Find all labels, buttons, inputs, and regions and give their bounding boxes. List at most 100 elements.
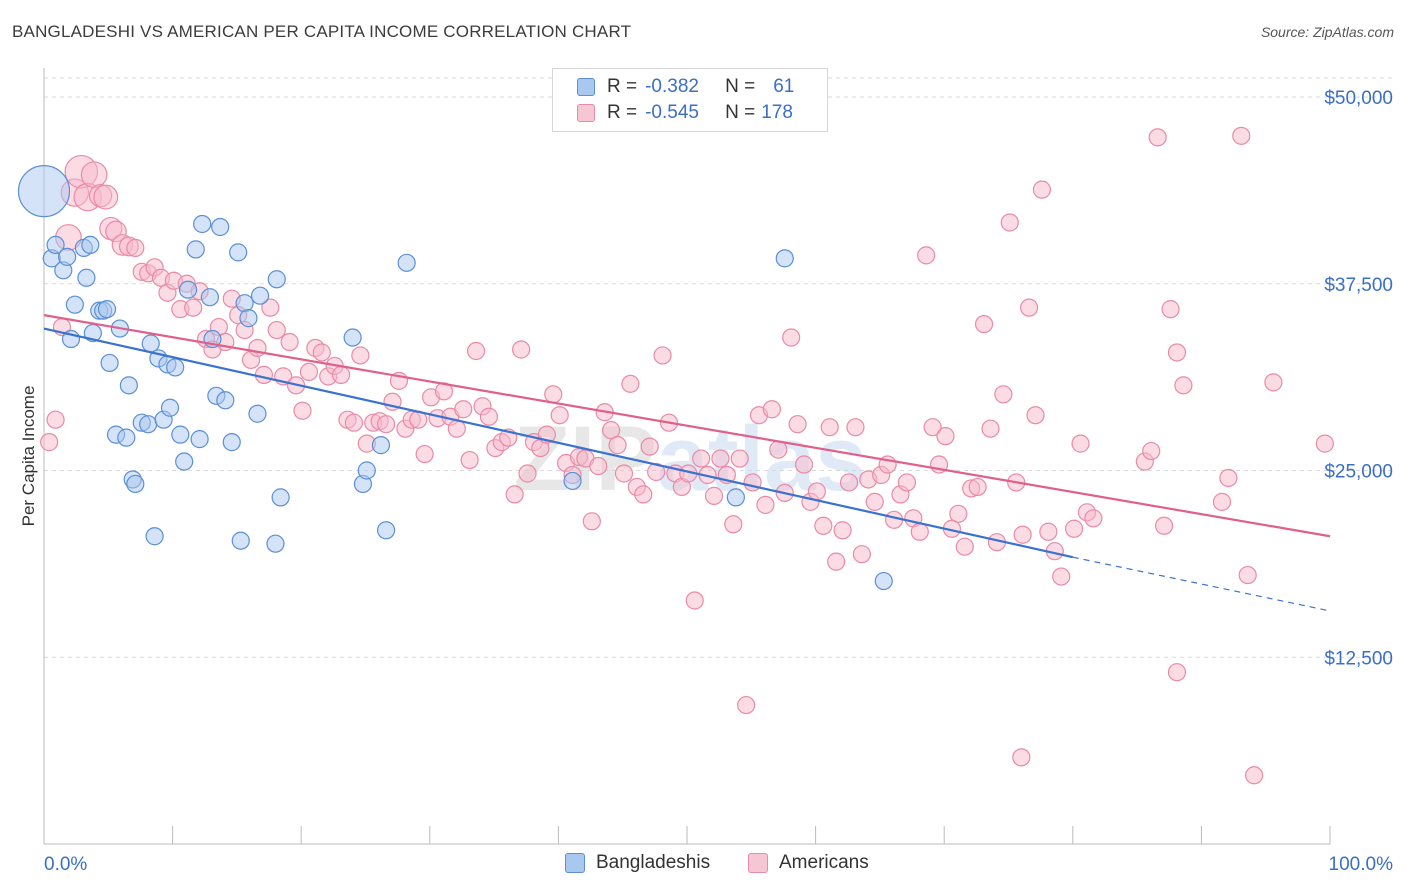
american-point [1238, 565, 1257, 585]
bangladeshi-point [141, 334, 160, 353]
bangladeshis-points [17, 165, 893, 591]
bangladeshi-point [77, 268, 96, 287]
american-point [839, 473, 859, 492]
american-point [261, 298, 280, 317]
american-point [846, 418, 865, 437]
bangladeshi-point [343, 328, 362, 347]
american-point [254, 365, 274, 384]
american-point [184, 298, 203, 317]
american-point [267, 320, 286, 340]
american-point [1013, 525, 1032, 544]
bangladeshi-point [775, 249, 794, 268]
american-point [331, 365, 351, 384]
bangladeshi-point [117, 428, 136, 447]
legend-n-value: 61 [773, 76, 795, 97]
bangladeshi-point [229, 243, 248, 262]
bangladeshi-point [271, 488, 290, 507]
bangladeshis-trend-extension [1072, 556, 1331, 612]
legend-label-bangladeshis: Bangladeshis [596, 852, 711, 873]
legend-n-label: N = [725, 102, 756, 123]
american-point [1071, 434, 1090, 453]
legend-row-bangladeshis: R = -0.382 N = 61 [553, 74, 794, 100]
american-point [865, 492, 884, 511]
bangladeshi-point [193, 214, 212, 234]
y-tick-label: $37,500 [1324, 275, 1393, 296]
bangladeshi-point [100, 353, 119, 373]
american-point [608, 436, 627, 455]
american-point [1167, 663, 1187, 682]
american-point [852, 545, 871, 564]
american-point [460, 450, 479, 470]
american-point [602, 421, 621, 440]
american-point [1167, 343, 1187, 362]
american-point [351, 346, 370, 365]
bangladeshi-point [17, 165, 71, 218]
bangladeshi-point [190, 430, 209, 449]
american-point [704, 486, 724, 505]
legend-item-americans[interactable]: Americans [748, 852, 869, 874]
bangladeshi-point [81, 235, 100, 255]
source-credit: Source: ZipAtlas.com [1260, 24, 1394, 40]
american-point [582, 512, 601, 531]
american-point [1084, 509, 1103, 528]
american-point [994, 385, 1013, 404]
bangladeshis-trend-line [43, 327, 1074, 559]
american-point [46, 410, 65, 429]
american-point [512, 340, 531, 359]
american-point [788, 415, 807, 434]
bangladeshi-point [58, 247, 77, 266]
american-point [827, 552, 846, 571]
american-point [1064, 519, 1084, 538]
bangladeshi-point [250, 286, 270, 305]
american-point [344, 413, 364, 432]
american-point [299, 362, 319, 381]
legend-row-americans: R = -0.545 N = 178 [553, 100, 793, 126]
american-point [897, 473, 917, 492]
legend-r-label: R = [607, 76, 638, 97]
bangladeshi-point [231, 531, 250, 550]
y-tick-label: $50,000 [1324, 88, 1393, 109]
bangladeshi-point [119, 376, 138, 395]
american-point [376, 415, 396, 434]
american-point [769, 440, 788, 459]
american-point [634, 485, 653, 504]
bangladeshi-point [376, 521, 396, 540]
american-point [1039, 522, 1058, 541]
legend-swatch-pink [748, 853, 768, 873]
american-point [1019, 298, 1039, 317]
american-point [518, 464, 537, 483]
american-point [312, 343, 331, 362]
americans-trend-line [43, 314, 1331, 538]
legend-swatch-blue [565, 853, 585, 873]
bangladeshi-point [216, 391, 235, 410]
american-point [505, 485, 524, 504]
stats-legend: R = -0.382 N = 61 R = -0.545 N = 178 [552, 68, 828, 132]
american-point [80, 161, 108, 189]
bangladeshi-point [160, 398, 180, 417]
legend-n-label: N = [725, 76, 756, 97]
bangladeshi-point [267, 270, 286, 289]
american-point [1232, 126, 1251, 145]
american-point [807, 482, 826, 501]
legend-item-bangladeshis[interactable]: Bangladeshis [565, 852, 710, 874]
american-point [685, 591, 704, 610]
american-point [614, 464, 634, 483]
legend-label-americans: Americans [779, 852, 869, 873]
american-point [1219, 468, 1238, 488]
bangladeshi-point [266, 534, 285, 553]
american-point [1052, 567, 1071, 586]
american-point [833, 521, 852, 540]
series-legend: Bangladeshis Americans [0, 852, 1406, 876]
american-point [126, 238, 145, 257]
american-point [1161, 300, 1180, 319]
american-point [280, 332, 299, 352]
american-point [454, 400, 473, 419]
american-point [621, 374, 640, 393]
american-point [917, 246, 936, 265]
american-point [794, 455, 814, 474]
american-point [1155, 516, 1174, 535]
american-point [93, 184, 119, 210]
american-point [415, 444, 434, 464]
american-point [1212, 492, 1232, 511]
